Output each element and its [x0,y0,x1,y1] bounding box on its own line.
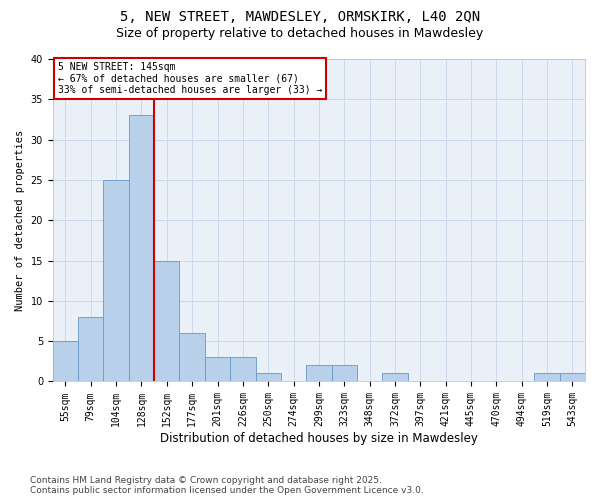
Text: Size of property relative to detached houses in Mawdesley: Size of property relative to detached ho… [116,28,484,40]
Text: 5 NEW STREET: 145sqm
← 67% of detached houses are smaller (67)
33% of semi-detac: 5 NEW STREET: 145sqm ← 67% of detached h… [58,62,322,96]
Bar [205,358,230,382]
Bar [306,366,332,382]
Bar [78,317,103,382]
Bar [129,116,154,382]
Bar [179,333,205,382]
Bar [256,374,281,382]
Y-axis label: Number of detached properties: Number of detached properties [15,130,25,311]
X-axis label: Distribution of detached houses by size in Mawdesley: Distribution of detached houses by size … [160,432,478,445]
Bar [560,374,585,382]
Bar [382,374,407,382]
Bar [230,358,256,382]
Text: Contains HM Land Registry data © Crown copyright and database right 2025.
Contai: Contains HM Land Registry data © Crown c… [30,476,424,495]
Bar [535,374,560,382]
Bar [103,180,129,382]
Text: 5, NEW STREET, MAWDESLEY, ORMSKIRK, L40 2QN: 5, NEW STREET, MAWDESLEY, ORMSKIRK, L40 … [120,10,480,24]
Bar [332,366,357,382]
Bar [154,260,179,382]
Bar [53,341,78,382]
